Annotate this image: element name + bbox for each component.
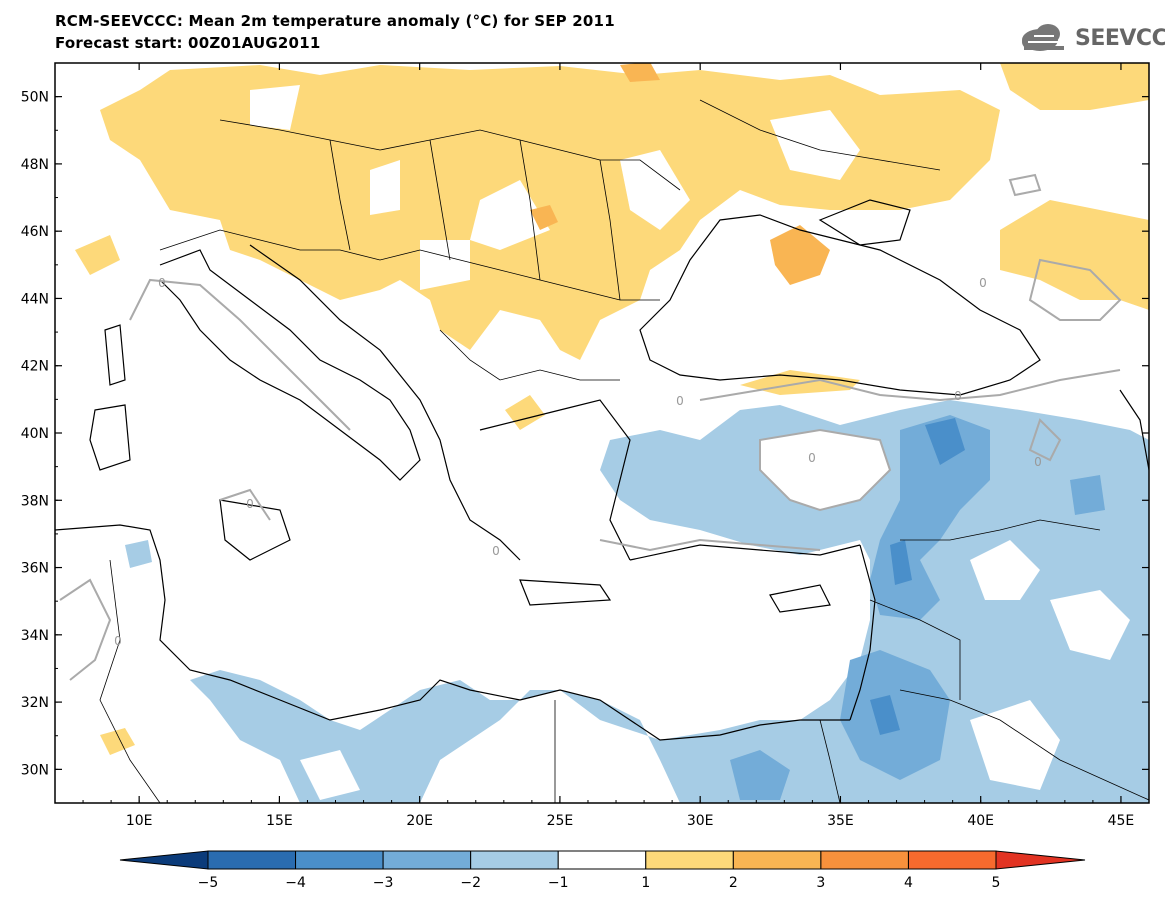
colorbar-label: −3: [373, 875, 394, 891]
hole-4: [770, 110, 860, 180]
lat-tick-label: 38N: [21, 493, 49, 509]
warm-spot-north: [620, 63, 660, 82]
cool-core-east-2: [1070, 475, 1105, 515]
contour-label: 0: [246, 497, 254, 511]
hole-arabia: [970, 700, 1060, 790]
hole-6: [250, 85, 300, 130]
lon-tick-label: 40E: [967, 813, 994, 829]
cool-patch-tunisia: [125, 540, 152, 568]
lat-tick-label: 40N: [21, 426, 49, 442]
colorbar-segment: [907, 850, 997, 870]
contour-label: 0: [114, 634, 122, 648]
lat-tick-label: 34N: [21, 628, 49, 644]
cloud-icon: [1022, 24, 1064, 51]
hole-3: [620, 150, 690, 230]
hole-anatolia: [760, 430, 890, 510]
contour-label: 0: [808, 451, 816, 465]
latitude-axis: 50N 48N 46N 44N 42N 40N 38N 36N 34N 32N 30N: [21, 62, 1149, 804]
contour-label: 0: [1034, 455, 1042, 469]
cool-darkest-2: [890, 540, 912, 585]
hole-1: [370, 160, 400, 215]
lon-tick-label: 35E: [827, 813, 854, 829]
contour-labels: 0 0 0 0 0 0 0 0 0: [114, 276, 1042, 648]
warm-region-northeast: [1000, 63, 1149, 110]
forecast-start: Forecast start: 00Z01AUG2011: [55, 34, 321, 52]
lon-tick-label: 15E: [266, 813, 293, 829]
colorbar-extend-high: [995, 850, 1086, 870]
contour-label: 0: [979, 276, 987, 290]
contour-label: 0: [676, 394, 684, 408]
cool-darkest-3: [870, 695, 900, 735]
colorbar-label: −4: [285, 875, 306, 891]
lon-tick-label: 25E: [547, 813, 574, 829]
logo-text: SEEVCCC: [1075, 26, 1165, 51]
hole-syria-1: [970, 540, 1040, 600]
lon-tick-label: 30E: [687, 813, 714, 829]
colorbar-segment: [382, 850, 472, 870]
zero-contours: [59, 173, 1122, 681]
warm-region-east: [1000, 200, 1149, 310]
seevccc-logo: [1022, 24, 1064, 51]
cool-darkest-1: [925, 418, 965, 465]
colorbar-segment: [732, 850, 822, 870]
lon-tick-label: 20E: [406, 813, 433, 829]
contour-label: 0: [158, 276, 166, 290]
colorbar-label: 1: [641, 875, 650, 891]
lat-tick-label: 50N: [21, 90, 49, 106]
warm-region-small-1: [100, 728, 135, 755]
colorbar-segment: [207, 850, 297, 870]
longitude-axis: 10E 15E 20E 25E 30E 35E 40E 45E: [54, 63, 1150, 829]
contour-label: 0: [492, 544, 500, 558]
lat-tick-label: 36N: [21, 561, 49, 577]
lat-tick-label: 46N: [21, 224, 49, 240]
lat-tick-label: 30N: [21, 762, 49, 778]
colorbar-label: 3: [816, 875, 825, 891]
hole-2: [470, 180, 550, 250]
coastlines: [55, 199, 1149, 741]
map-title: RCM-SEEVCCC: Mean 2m temperature anomaly…: [55, 12, 615, 30]
lon-tick-label: 45E: [1108, 813, 1135, 829]
colorbar-segment: [557, 850, 647, 870]
colorbar-segment: [645, 850, 734, 870]
warm-spot-crimea: [770, 225, 830, 285]
colorbar-label: −1: [548, 875, 569, 891]
colorbar-label: −2: [460, 875, 481, 891]
lat-tick-label: 48N: [21, 157, 49, 173]
warm-spot-1: [530, 205, 558, 230]
colorbar-extend-low: [119, 850, 209, 870]
colorbar-label: 2: [729, 875, 738, 891]
lat-tick-label: 44N: [21, 291, 49, 307]
cool-core-egypt: [730, 750, 790, 800]
lat-tick-label: 32N: [21, 695, 49, 711]
colorbar-label: 4: [904, 875, 913, 891]
colorbar-segment: [470, 850, 559, 870]
hole-libya: [300, 750, 360, 800]
country-borders: [99, 99, 1149, 803]
warm-region-west: [75, 235, 120, 275]
colorbar-label: 5: [992, 875, 1001, 891]
colorbar-label: −5: [198, 875, 219, 891]
contour-label: 0: [954, 389, 962, 403]
colorbar-segment: [820, 850, 909, 870]
lon-tick-label: 10E: [126, 813, 153, 829]
colorbar-segment: [295, 850, 384, 870]
hole-5: [420, 240, 470, 290]
lat-tick-label: 42N: [21, 359, 49, 375]
hole-iraq: [1050, 590, 1130, 660]
